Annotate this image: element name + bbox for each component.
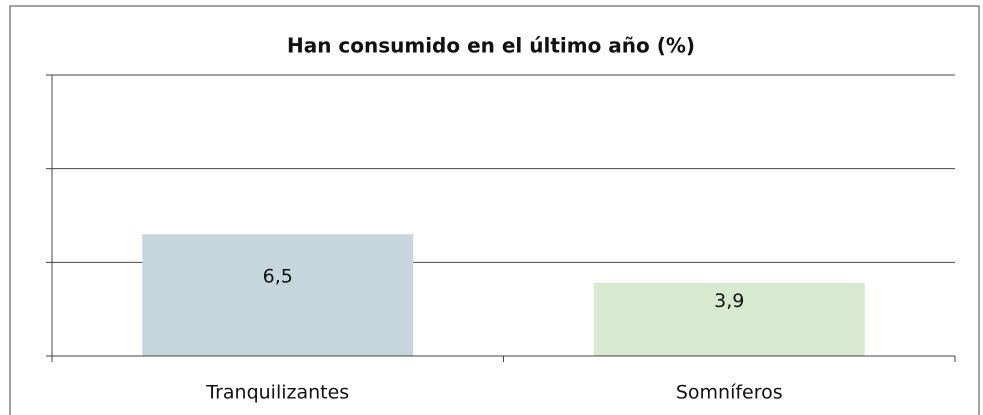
data-label: 6,5 [263,266,293,288]
chart-title: Han consumido en el último año (%) [287,34,695,58]
bar [142,234,414,356]
x-tick-label: Tranquilizantes [205,382,349,404]
bar [593,282,865,356]
x-tick-label: Somníferos [676,382,783,404]
data-label: 3,9 [714,290,744,312]
